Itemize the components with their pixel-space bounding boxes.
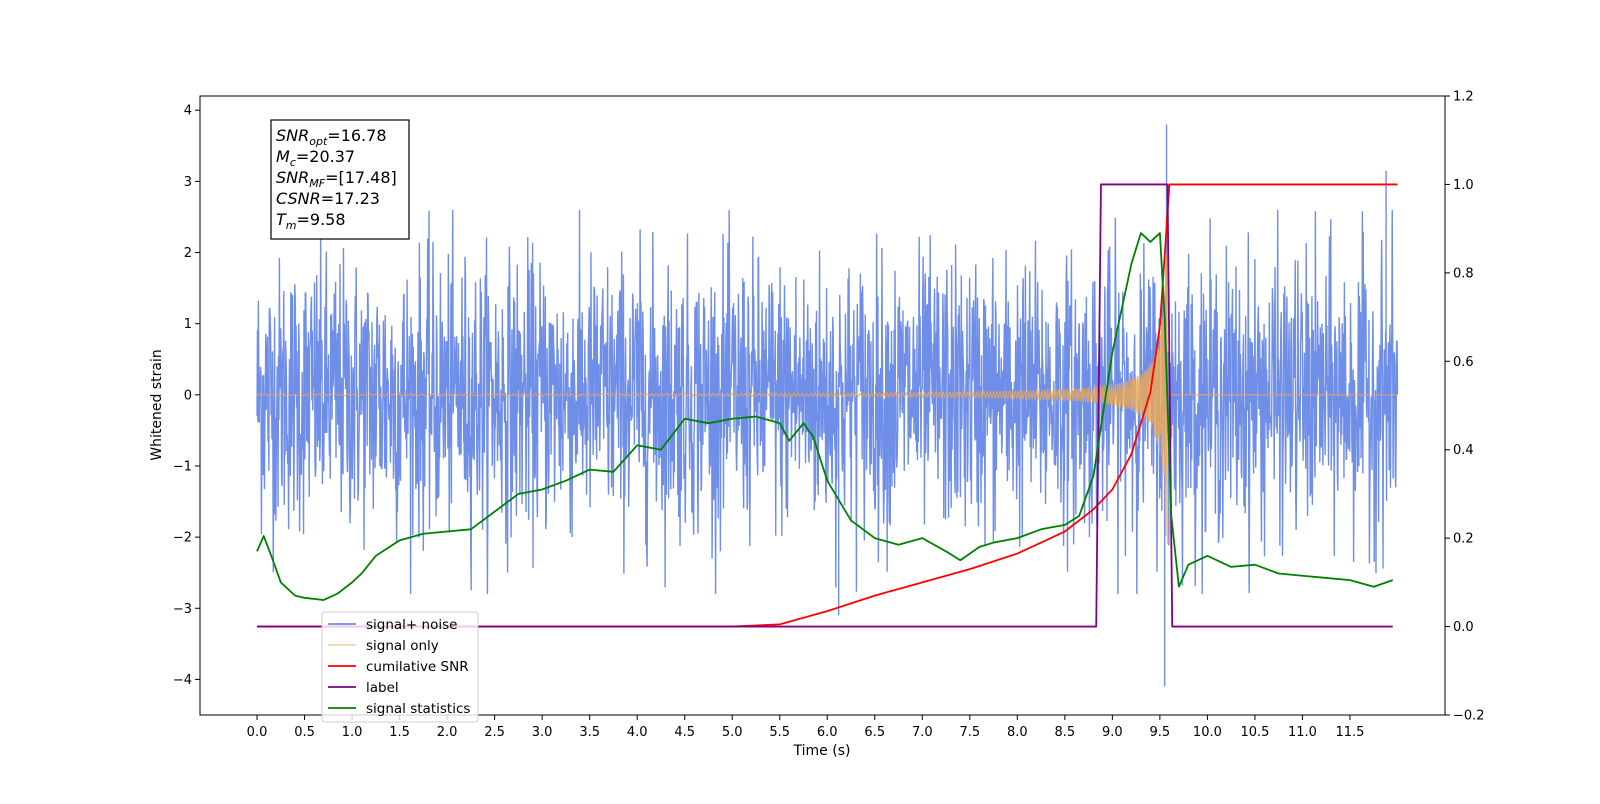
x-tick-label: 5.5 xyxy=(769,725,790,740)
y2-tick-label: 1.2 xyxy=(1453,90,1474,105)
x-tick-label: 9.0 xyxy=(1102,725,1123,740)
x-tick-label: 6.5 xyxy=(864,725,885,740)
legend-label: cumilative SNR xyxy=(366,659,469,675)
x-tick-label: 10.5 xyxy=(1240,725,1269,740)
y-axis-label: Whitened strain xyxy=(149,349,165,460)
y-tick-label: 0 xyxy=(184,388,192,403)
y2-tick-label: 0.4 xyxy=(1453,443,1474,458)
x-tick-label: 0.0 xyxy=(247,725,268,740)
y2-tick-label: 0.6 xyxy=(1453,355,1474,370)
series-layer xyxy=(256,124,1399,687)
series-cumilative-snr xyxy=(257,183,1398,628)
x-tick-label: 11.5 xyxy=(1335,725,1364,740)
y-tick-label: 4 xyxy=(184,104,192,119)
y-tick-label: −2 xyxy=(173,531,192,546)
legend-label: signal statistics xyxy=(366,701,470,717)
y2-tick-label: −0.2 xyxy=(1453,709,1485,724)
x-tick-label: 8.5 xyxy=(1055,725,1076,740)
x-tick-label: 1.0 xyxy=(342,725,363,740)
legend-label: label xyxy=(366,680,399,696)
annotation-frame xyxy=(270,119,410,240)
y2-tick-label: 1.0 xyxy=(1453,178,1474,193)
x-tick-label: 4.5 xyxy=(674,725,695,740)
x-tick-label: 3.5 xyxy=(579,725,600,740)
y-tick-label: 1 xyxy=(184,317,192,332)
y-axis-left: −4 −3 −2 −1 0 1 2 3 4 xyxy=(173,104,200,688)
x-tick-label: 5.0 xyxy=(722,725,743,740)
legend-frame xyxy=(321,611,479,723)
annotation-line: Mc=20.37 xyxy=(276,147,355,169)
x-tick-label: 10.0 xyxy=(1193,725,1222,740)
series-signal-only xyxy=(256,254,1398,544)
y-tick-label: −4 xyxy=(173,673,192,688)
plot-frame xyxy=(199,95,1446,716)
x-axis-label: Time (s) xyxy=(793,743,851,759)
x-tick-label: 2.0 xyxy=(437,725,458,740)
series-signal-noise xyxy=(256,124,1399,687)
annotation-line: CSNR=17.23 xyxy=(276,189,380,208)
y2-tick-label: 0.8 xyxy=(1453,266,1474,281)
y-axis-right: −0.2 0.0 0.2 0.4 0.6 0.8 1.0 1.2 xyxy=(1445,90,1485,724)
y2-tick-label: 0.0 xyxy=(1453,620,1474,635)
annotation-line: SNRopt=16.78 xyxy=(276,126,387,148)
y-tick-label: 2 xyxy=(184,246,192,261)
y2-tick-label: 0.2 xyxy=(1453,532,1474,547)
annotation-line: SNRMF=[17.48] xyxy=(276,168,397,190)
x-tick-label: 3.0 xyxy=(532,725,553,740)
x-tick-label: 8.0 xyxy=(1007,725,1028,740)
series-signal-statistics xyxy=(256,232,1394,601)
x-tick-label: 0.5 xyxy=(294,725,315,740)
legend-label: signal only xyxy=(366,638,439,654)
series-label xyxy=(257,183,1393,628)
x-tick-label: 6.0 xyxy=(817,725,838,740)
y-tick-label: 3 xyxy=(184,175,192,190)
x-axis: 0.0 0.5 1.0 1.5 2.0 2.5 3.0 3.5 4.0 4.5 5.0 5.5 6.0 6… xyxy=(247,715,1364,740)
x-tick-label: 9.5 xyxy=(1150,725,1171,740)
annotation-line: Tm=9.58 xyxy=(276,210,346,232)
y-tick-label: −3 xyxy=(173,602,192,617)
x-tick-label: 7.0 xyxy=(912,725,933,740)
chart-legend: signal+ noise signal only cumilative SNR la… xyxy=(321,611,479,723)
y-tick-label: −1 xyxy=(173,459,192,474)
x-tick-label: 1.5 xyxy=(389,725,410,740)
x-tick-label: 2.5 xyxy=(484,725,505,740)
stats-annotation-box: SNRopt=16.78Mc=20.37SNRMF=[17.48]CSNR=17… xyxy=(270,119,410,240)
x-tick-label: 11.0 xyxy=(1288,725,1317,740)
x-tick-label: 4.0 xyxy=(627,725,648,740)
x-tick-label: 7.5 xyxy=(959,725,980,740)
legend-label: signal+ noise xyxy=(366,617,457,633)
